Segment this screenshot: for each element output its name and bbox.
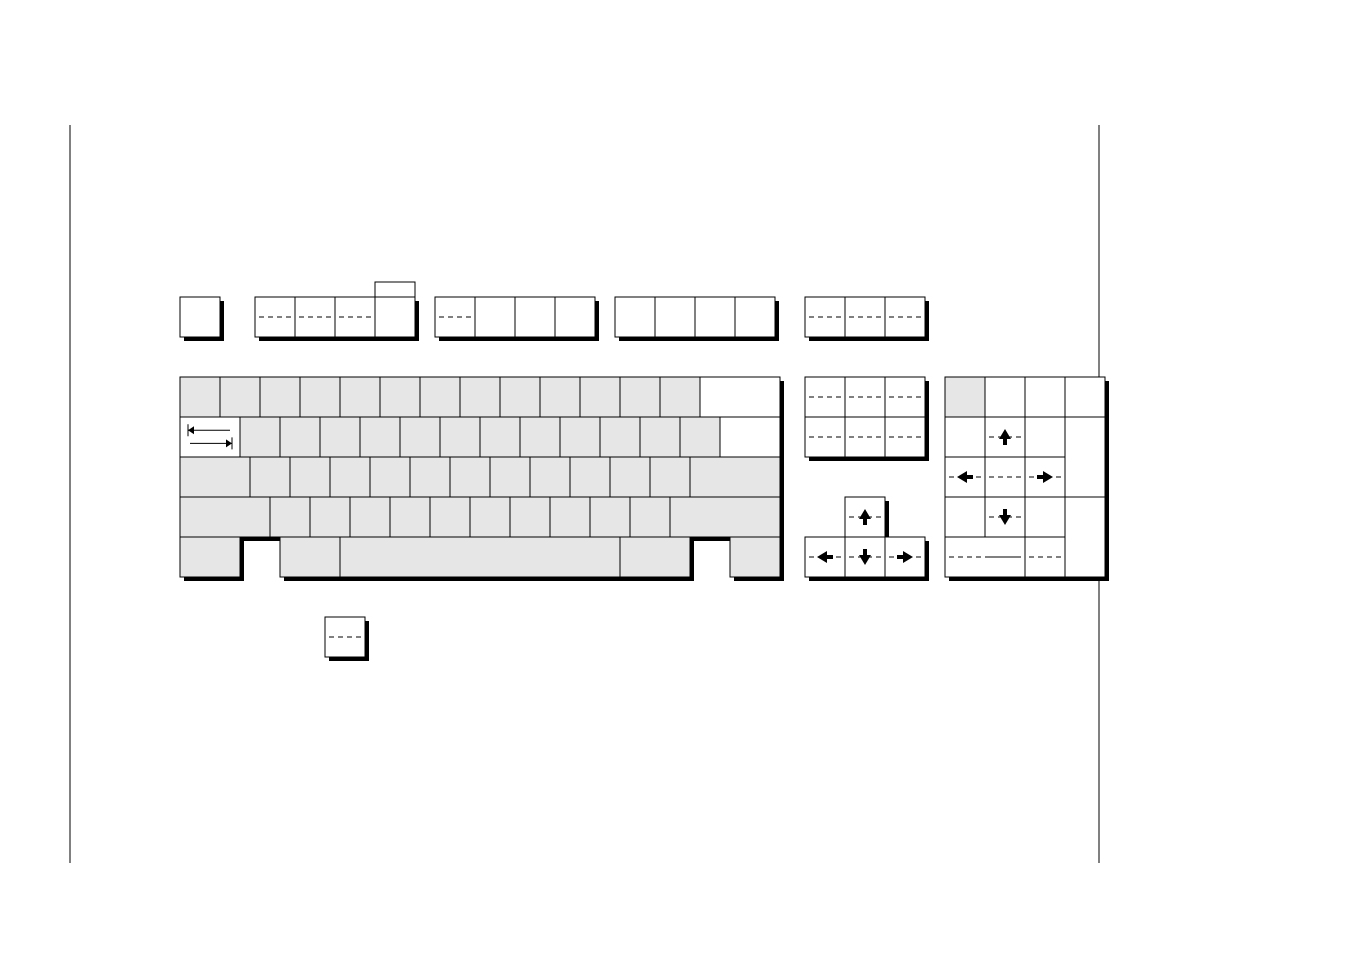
key-number_row-3[interactable] <box>300 377 340 417</box>
key-numpad-1-2[interactable] <box>1025 417 1065 457</box>
key-number_row-12[interactable] <box>660 377 700 417</box>
key-qwerty_row-6[interactable] <box>440 417 480 457</box>
key-raised-tab <box>375 282 415 297</box>
key-asdf_row-3[interactable] <box>330 457 370 497</box>
key-qwerty_row-2[interactable] <box>280 417 320 457</box>
key-qwerty_row-4[interactable] <box>360 417 400 457</box>
key-tab[interactable] <box>180 417 240 457</box>
key-qwerty_row-13[interactable] <box>720 417 780 457</box>
key-number_row-7[interactable] <box>460 377 500 417</box>
key-zxcv_row-11[interactable] <box>670 497 780 537</box>
key-asdf_row-8[interactable] <box>530 457 570 497</box>
key-number_row-11[interactable] <box>620 377 660 417</box>
key-zxcv_row-1[interactable] <box>270 497 310 537</box>
diagram-content <box>70 125 1109 863</box>
key-esc[interactable] <box>180 297 220 337</box>
key-zxcv_row-0[interactable] <box>180 497 270 537</box>
key-asdf_row-6[interactable] <box>450 457 490 497</box>
key-numpad-1-0[interactable] <box>945 417 985 457</box>
key-qwerty_row-7[interactable] <box>480 417 520 457</box>
key-qwerty_row-11[interactable] <box>640 417 680 457</box>
key-asdf_row-10[interactable] <box>610 457 650 497</box>
key-zxcv_row-5[interactable] <box>430 497 470 537</box>
key-bottom_row-3[interactable] <box>340 537 620 577</box>
key-f-2[interactable] <box>655 297 695 337</box>
key-f-4[interactable] <box>555 297 595 337</box>
key-f-3[interactable] <box>695 297 735 337</box>
key-numpad-3-0[interactable] <box>945 497 985 537</box>
key-f-4[interactable] <box>375 297 415 337</box>
key-zxcv_row-8[interactable] <box>550 497 590 537</box>
key-asdf_row-2[interactable] <box>290 457 330 497</box>
key-number_row-6[interactable] <box>420 377 460 417</box>
key-bottom_row-6[interactable] <box>730 537 780 577</box>
key-numpad-0-2[interactable] <box>1025 377 1065 417</box>
key-bottom_row-0[interactable] <box>180 537 240 577</box>
key-numpad-0-3[interactable] <box>1065 377 1105 417</box>
key-number_row-5[interactable] <box>380 377 420 417</box>
key-bottom_row-4[interactable] <box>620 537 690 577</box>
key-qwerty_row-1[interactable] <box>240 417 280 457</box>
key-zxcv_row-6[interactable] <box>470 497 510 537</box>
key-numpad-3-2[interactable] <box>1025 497 1065 537</box>
key-number_row-4[interactable] <box>340 377 380 417</box>
keyboard-diagram <box>0 0 1352 954</box>
key-asdf_row-9[interactable] <box>570 457 610 497</box>
key-qwerty_row-3[interactable] <box>320 417 360 457</box>
key-qwerty_row-5[interactable] <box>400 417 440 457</box>
key-number_row-0[interactable] <box>180 377 220 417</box>
key-qwerty_row-8[interactable] <box>520 417 560 457</box>
key-numpad-3-3[interactable] <box>1065 497 1105 577</box>
key-asdf_row-1[interactable] <box>250 457 290 497</box>
key-numpad-0-1[interactable] <box>985 377 1025 417</box>
key-asdf_row-11[interactable] <box>650 457 690 497</box>
key-number_row-8[interactable] <box>500 377 540 417</box>
key-f-1[interactable] <box>615 297 655 337</box>
key-number_row-1[interactable] <box>220 377 260 417</box>
key-zxcv_row-9[interactable] <box>590 497 630 537</box>
key-asdf_row-0[interactable] <box>180 457 250 497</box>
key-number_row-9[interactable] <box>540 377 580 417</box>
key-zxcv_row-3[interactable] <box>350 497 390 537</box>
key-qwerty_row-12[interactable] <box>680 417 720 457</box>
key-numpad-0-0[interactable] <box>945 377 985 417</box>
key-qwerty_row-10[interactable] <box>600 417 640 457</box>
key-number_row-2[interactable] <box>260 377 300 417</box>
key-numpad-1-3[interactable] <box>1065 417 1105 497</box>
key-zxcv_row-7[interactable] <box>510 497 550 537</box>
key-zxcv_row-2[interactable] <box>310 497 350 537</box>
key-asdf_row-5[interactable] <box>410 457 450 497</box>
key-zxcv_row-10[interactable] <box>630 497 670 537</box>
key-bottom_row-2[interactable] <box>280 537 340 577</box>
key-f-4[interactable] <box>735 297 775 337</box>
key-zxcv_row-4[interactable] <box>390 497 430 537</box>
key-f-2[interactable] <box>475 297 515 337</box>
key-number_row-10[interactable] <box>580 377 620 417</box>
key-asdf_row-12[interactable] <box>690 457 780 497</box>
key-asdf_row-7[interactable] <box>490 457 530 497</box>
key-number_row-13[interactable] <box>700 377 780 417</box>
key-qwerty_row-9[interactable] <box>560 417 600 457</box>
key-f-3[interactable] <box>515 297 555 337</box>
key-asdf_row-4[interactable] <box>370 457 410 497</box>
